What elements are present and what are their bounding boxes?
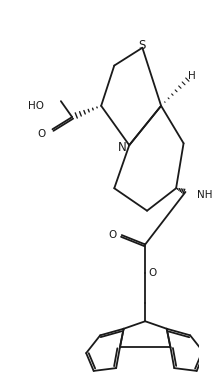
Text: O: O — [149, 268, 157, 278]
Text: O: O — [108, 230, 117, 240]
Text: H: H — [188, 71, 196, 81]
Text: NH: NH — [197, 190, 212, 200]
Text: HO: HO — [28, 101, 44, 111]
Text: O: O — [37, 129, 45, 139]
Text: N: N — [118, 141, 127, 154]
Text: S: S — [139, 40, 146, 52]
